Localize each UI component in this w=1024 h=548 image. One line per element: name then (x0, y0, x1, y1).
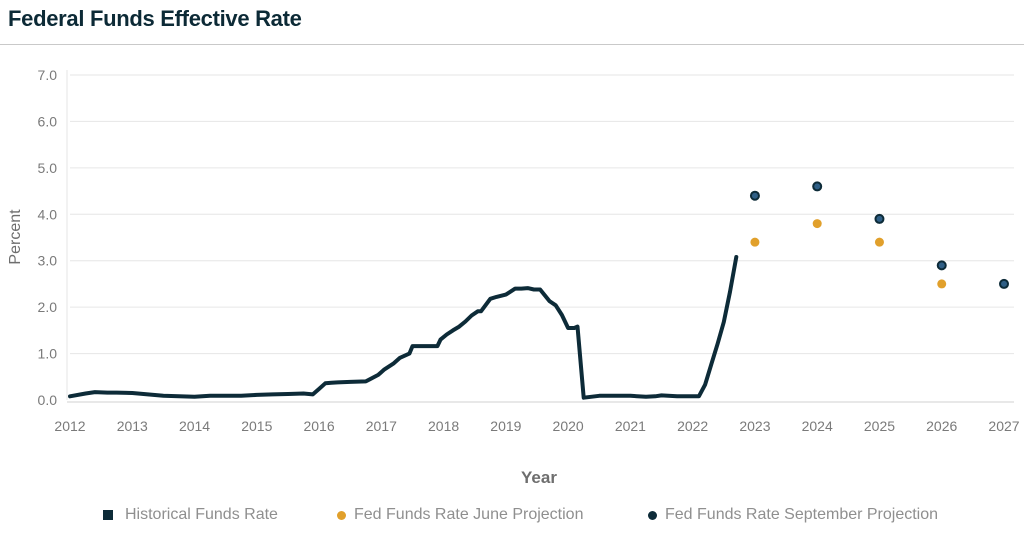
y-tick-label: 6.0 (38, 113, 58, 129)
y-tick-label: 1.0 (38, 346, 58, 362)
x-tick-label: 2026 (926, 418, 957, 434)
chart-series (68, 181, 1009, 400)
legend-item-historical: Historical Funds Rate (103, 506, 278, 524)
x-tick-label: 2016 (303, 418, 334, 434)
x-tick-label: 2015 (241, 418, 272, 434)
y-axis-label: Percent (7, 209, 24, 265)
historical-funds-rate-line (68, 255, 739, 400)
x-tick-label: 2025 (864, 418, 895, 434)
legend-item-september: Fed Funds Rate September Projection (648, 506, 938, 524)
chart-grid (66, 70, 1014, 403)
june-projection-point (812, 219, 822, 229)
june-projection-point (874, 237, 884, 247)
legend-label-september: Fed Funds Rate September Projection (665, 506, 939, 523)
september-projection-point (749, 190, 760, 201)
x-tick-label: 2014 (179, 418, 210, 434)
x-tick-label: 2023 (739, 418, 770, 434)
legend-label-june: Fed Funds Rate June Projection (354, 506, 584, 523)
x-tick-label: 2027 (988, 418, 1019, 434)
x-tick-label: 2021 (615, 418, 646, 434)
y-tick-label: 5.0 (38, 160, 58, 176)
y-tick-label: 7.0 (38, 67, 58, 83)
chart-legend: Historical Funds Rate Fed Funds Rate Jun… (0, 506, 1024, 530)
y-tick-label: 3.0 (38, 253, 58, 269)
x-tick-label: 2020 (553, 418, 584, 434)
y-tick-label: 4.0 (38, 206, 58, 222)
legend-swatch-historical (103, 510, 113, 520)
chart-title: Federal Funds Effective Rate (8, 6, 302, 31)
x-axis-ticks: 2012 2013 2014 2015 2016 2017 2018 2019 2020 2021… (54, 418, 1019, 434)
legend-swatch-june (337, 510, 346, 520)
title-divider (0, 44, 1024, 45)
legend-swatch-september (648, 510, 657, 520)
legend-label-historical: Historical Funds Rate (125, 506, 278, 523)
x-axis-label: Year (521, 468, 557, 487)
x-tick-label: 2024 (802, 418, 833, 434)
june-projection-point (937, 279, 947, 289)
x-tick-label: 2022 (677, 418, 708, 434)
june-projection-point (750, 237, 760, 247)
x-tick-label: 2017 (366, 418, 397, 434)
x-tick-label: 2012 (54, 418, 85, 434)
september-projection-point (812, 181, 823, 192)
x-tick-label: 2019 (490, 418, 521, 434)
x-tick-label: 2013 (117, 418, 148, 434)
y-tick-label: 2.0 (38, 299, 58, 315)
september-projection-point (936, 260, 947, 271)
chart-plot-area: 0.01.02.03.04.05.06.07.0 2012 2013 2014 201… (7, 67, 1020, 487)
y-tick-label: 0.0 (38, 392, 58, 408)
y-axis-ticks: 0.0 1.0 2.0 3.0 4.0 5.0 6.0 7.0 (38, 67, 58, 408)
september-projection-point (999, 278, 1009, 289)
legend-item-june: Fed Funds Rate June Projection (337, 506, 583, 524)
september-projection-point (874, 213, 885, 224)
x-tick-label: 2018 (428, 418, 459, 434)
